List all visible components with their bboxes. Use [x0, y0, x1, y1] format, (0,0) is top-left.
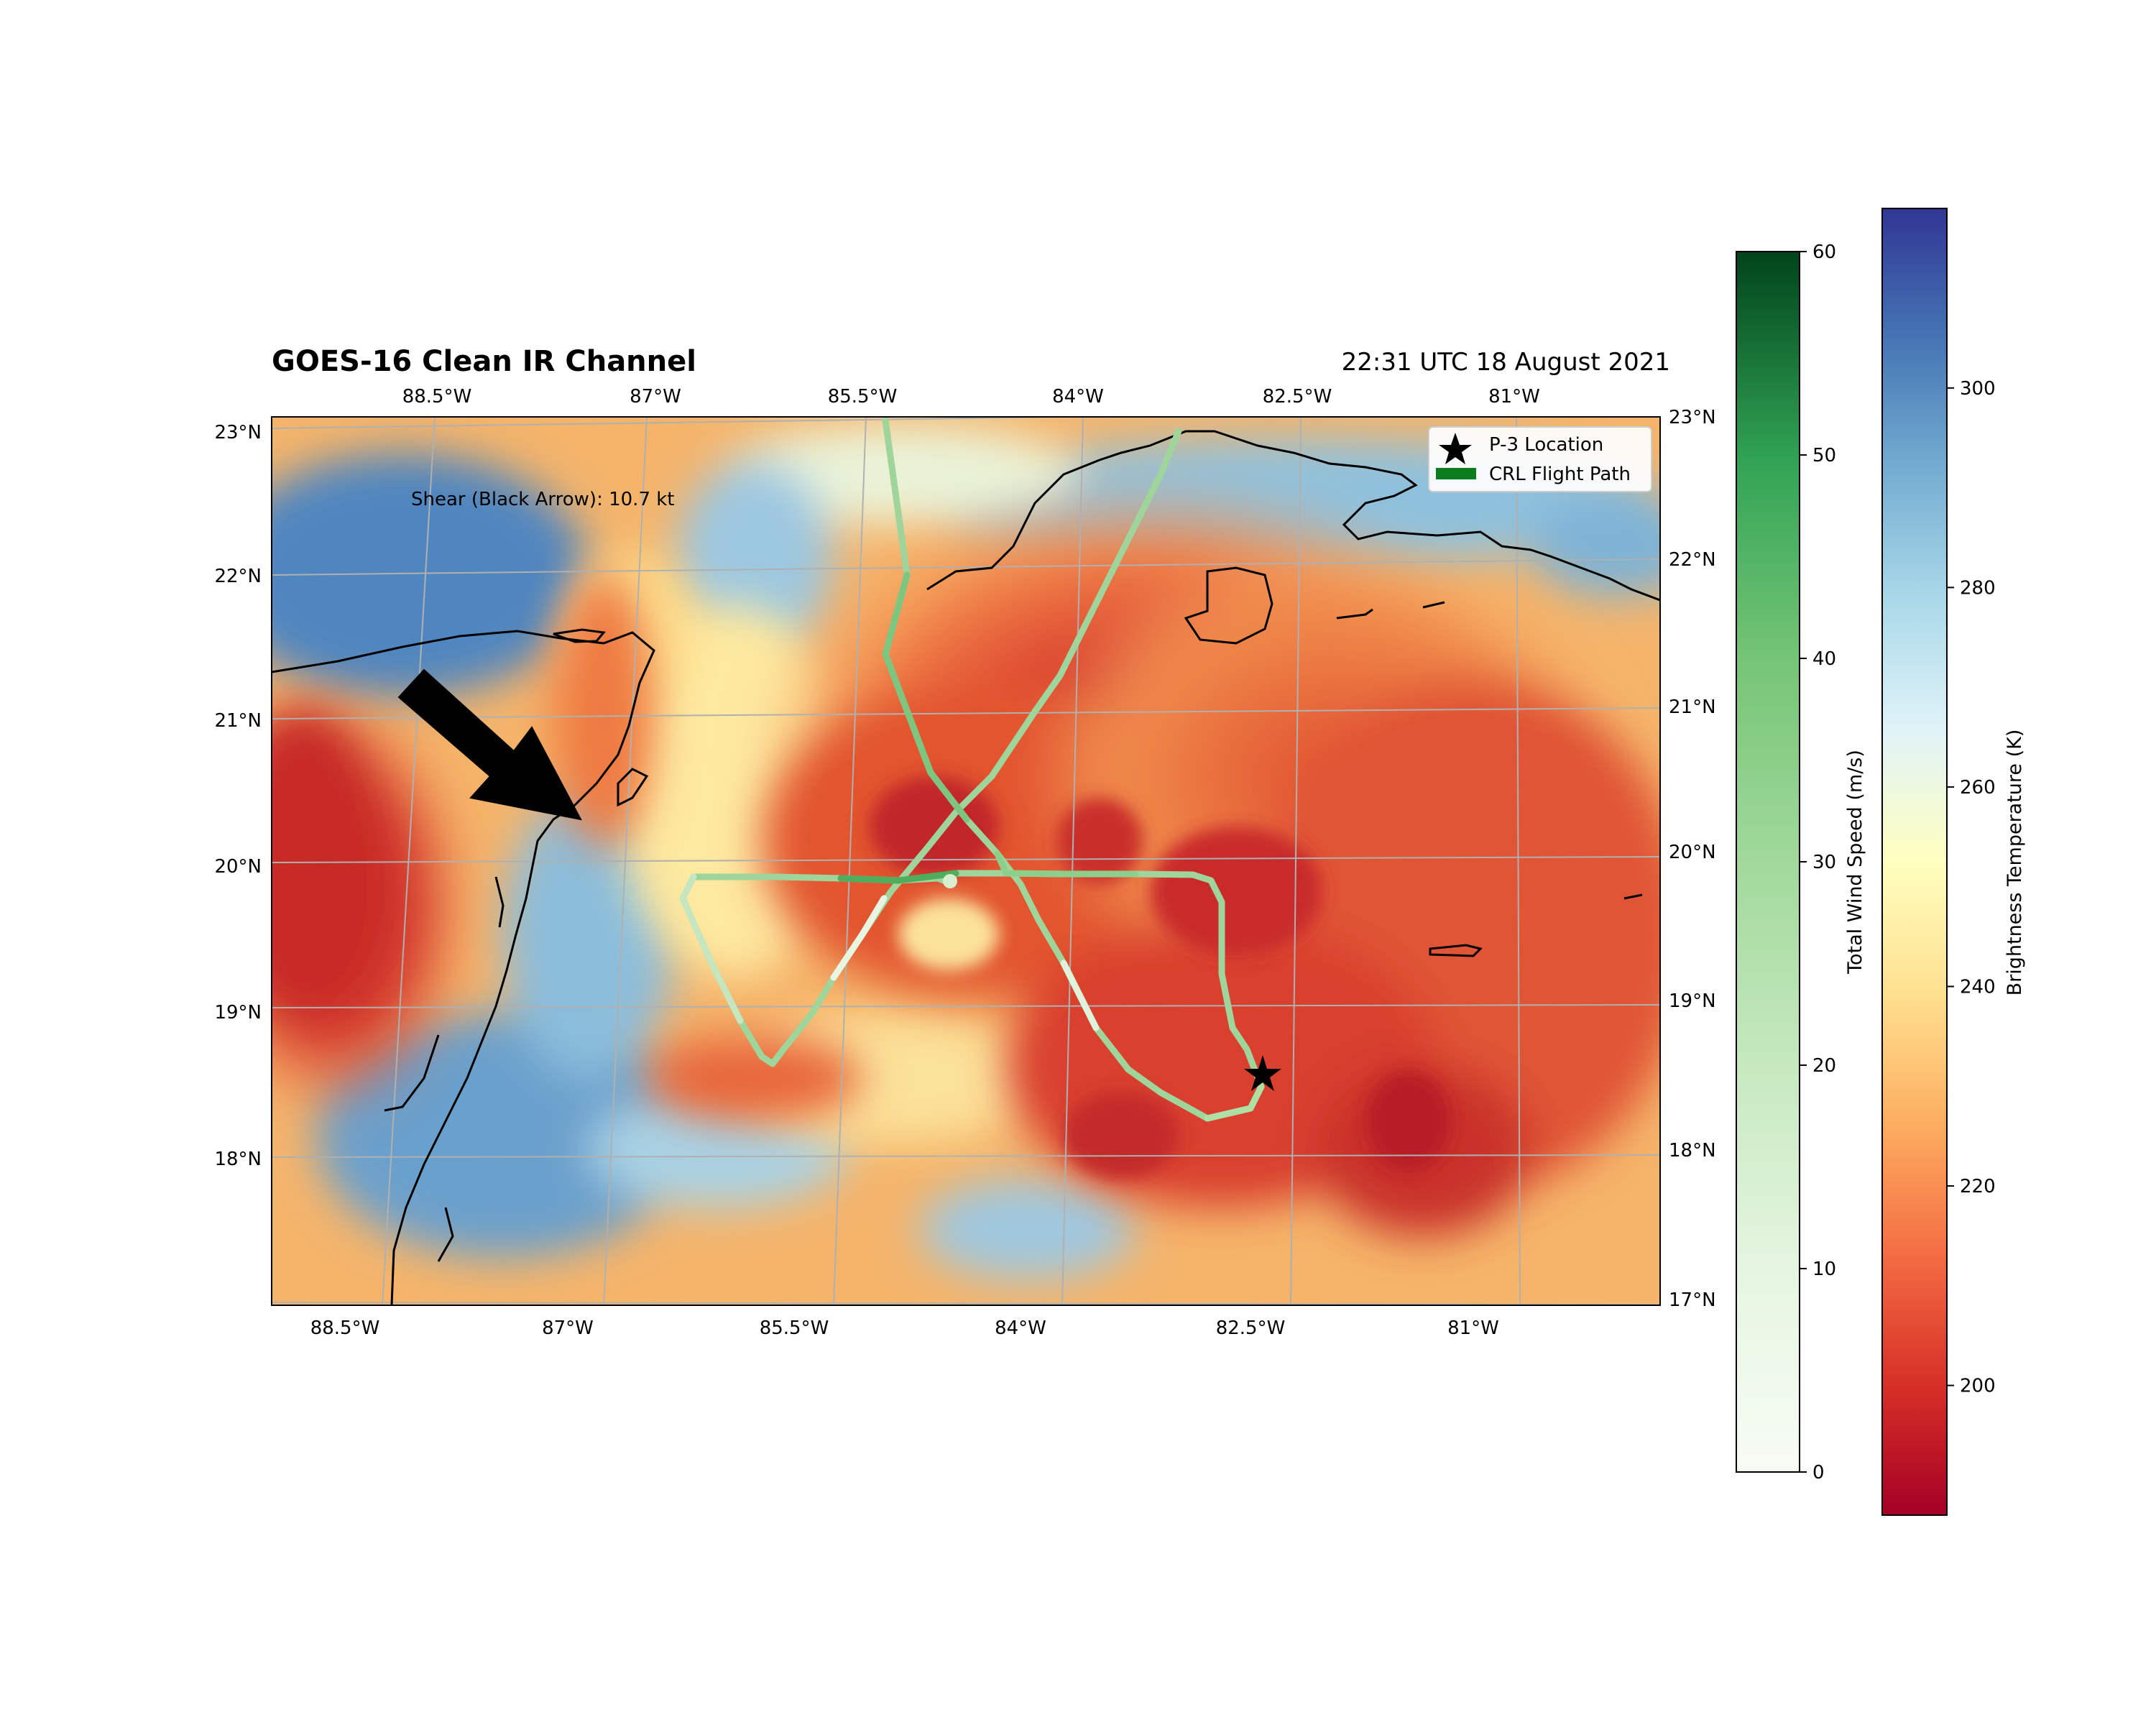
lon-label-bottom: 82.5°W — [1216, 1317, 1286, 1339]
ir-imagery — [272, 417, 1660, 1305]
lat-label-left: 21°N — [214, 710, 262, 732]
tb-tick-label: 200 — [1960, 1376, 1996, 1397]
wind-tick-label: 0 — [1812, 1462, 1825, 1484]
map-frame — [271, 416, 1661, 1306]
lat-label-right: 17°N — [1669, 1289, 1716, 1311]
tb-colorbar-ticks: 200 220 240 260 280 300 — [1947, 378, 1996, 1397]
lat-label-left: 23°N — [214, 422, 262, 443]
lat-label-right: 23°N — [1669, 407, 1716, 428]
lon-label-bottom: 85.5°W — [760, 1317, 829, 1339]
graticule — [272, 417, 1660, 1305]
lat-labels-right: 23°N 22°N 21°N 20°N 19°N 18°N 17°N — [1669, 407, 1716, 1311]
legend-star-icon — [1439, 433, 1472, 464]
lat-label-right: 21°N — [1669, 696, 1716, 718]
wind-tick-label: 60 — [1812, 242, 1836, 263]
tb-tick-label: 240 — [1960, 976, 1996, 998]
tb-tick-label: 260 — [1960, 777, 1996, 799]
lon-label-top: 87°W — [630, 386, 681, 408]
lon-label-bottom: 87°W — [542, 1317, 594, 1339]
lat-label-left: 20°N — [214, 856, 262, 878]
wind-tick-label: 30 — [1812, 852, 1836, 873]
lon-label-top: 88.5°W — [402, 386, 472, 408]
map-legend: P-3 Location CRL Flight Path — [1428, 426, 1652, 492]
shear-annotation: Shear (Black Arrow): 10.7 kt — [411, 489, 675, 510]
tb-colorbar: 200 220 240 260 280 300 Brightness Temperatur… — [1881, 208, 2026, 1516]
wind-speed-colorbar: 0 10 20 30 40 50 60 Total Wind Speed (m/s) — [1736, 242, 1866, 1484]
tb-colorbar-label: Brightness Temperature (K) — [2004, 730, 2026, 996]
lon-label-top: 84°W — [1052, 386, 1104, 408]
lat-label-left: 18°N — [214, 1149, 262, 1170]
wind-tick-label: 20 — [1812, 1055, 1836, 1077]
lon-label-bottom: 88.5°W — [310, 1317, 380, 1339]
shear-arrow — [397, 668, 582, 821]
lat-label-right: 22°N — [1669, 549, 1716, 571]
lat-labels-left: 23°N 22°N 21°N 20°N 19°N 18°N — [214, 422, 262, 1170]
figure-timestamp: 22:31 UTC 18 August 2021 — [1341, 348, 1670, 377]
wind-tick-label: 50 — [1812, 445, 1836, 466]
coastlines — [272, 430, 1660, 1305]
lon-label-bottom: 81°W — [1447, 1317, 1499, 1339]
crl-flight-path — [679, 417, 1265, 1122]
lon-label-bottom: 84°W — [995, 1317, 1046, 1339]
lat-label-right: 18°N — [1669, 1140, 1716, 1162]
tb-tick-label: 220 — [1960, 1176, 1996, 1197]
lon-label-top: 85.5°W — [828, 386, 898, 408]
lon-labels-bottom: 88.5°W 87°W 85.5°W 84°W 82.5°W 81°W — [310, 1317, 1499, 1339]
lat-label-right: 20°N — [1669, 842, 1716, 863]
legend-flight-path-swatch — [1436, 468, 1476, 479]
p3-location-star — [1244, 1055, 1281, 1091]
lon-label-top: 82.5°W — [1263, 386, 1332, 408]
wind-colorbar-ticks: 0 10 20 30 40 50 60 — [1800, 242, 1836, 1484]
tb-tick-label: 280 — [1960, 577, 1996, 599]
legend-item-crl-flight-path: CRL Flight Path — [1489, 464, 1631, 485]
wind-tick-label: 40 — [1812, 648, 1836, 670]
lat-label-left: 22°N — [214, 566, 262, 587]
legend-item-p3-location: P-3 Location — [1489, 434, 1603, 456]
wind-tick-label: 10 — [1812, 1259, 1836, 1280]
lat-label-right: 19°N — [1669, 990, 1716, 1012]
wind-colorbar-label: Total Wind Speed (m/s) — [1844, 750, 1866, 975]
lon-label-top: 81°W — [1488, 386, 1540, 408]
tb-tick-label: 300 — [1960, 378, 1996, 400]
lat-label-left: 19°N — [214, 1002, 262, 1024]
lon-labels-top: 88.5°W 87°W 85.5°W 84°W 82.5°W 81°W — [402, 386, 1540, 408]
figure-title: GOES-16 Clean IR Channel — [272, 345, 696, 378]
